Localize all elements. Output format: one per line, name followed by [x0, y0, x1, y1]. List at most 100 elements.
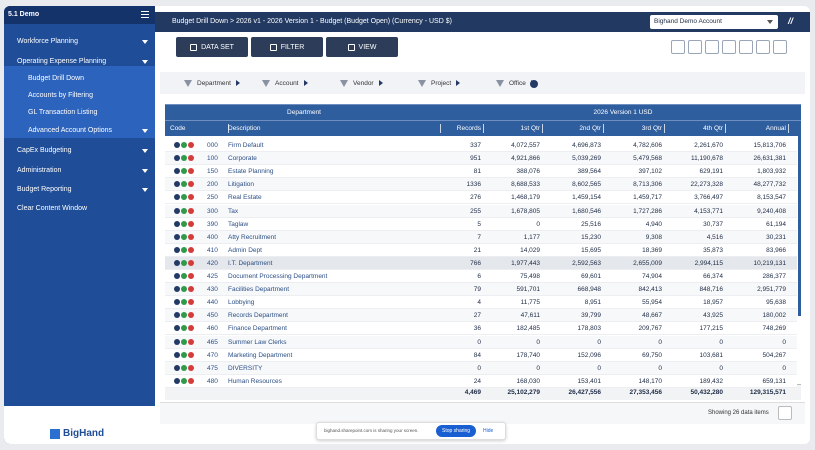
table-row[interactable]	[165, 296, 797, 310]
row-action[interactable]	[188, 338, 194, 345]
menu-item[interactable]: CapEx Budgeting	[17, 147, 72, 154]
row-action[interactable]	[181, 351, 187, 358]
row-action[interactable]	[181, 181, 187, 188]
row-action[interactable]	[188, 377, 194, 384]
menu-item[interactable]: Operating Expense Planning	[17, 58, 107, 65]
row-action[interactable]	[188, 155, 194, 162]
row-action[interactable]	[181, 286, 187, 293]
row-action[interactable]	[174, 181, 180, 188]
row-action[interactable]	[174, 168, 180, 175]
table-row[interactable]	[165, 348, 797, 362]
table-row[interactable]	[165, 204, 797, 218]
toolbar-icon[interactable]	[773, 40, 787, 54]
row-action[interactable]	[188, 273, 194, 279]
table-row[interactable]	[165, 361, 797, 375]
table-row[interactable]	[165, 256, 797, 270]
row-action[interactable]	[181, 312, 187, 319]
table-row[interactable]	[165, 139, 797, 153]
column-header[interactable]: 1st Qtr	[520, 125, 540, 132]
account-select[interactable]: Bighand Demo Account	[650, 15, 778, 29]
row-action[interactable]	[174, 155, 180, 162]
row-action[interactable]	[188, 181, 194, 188]
table-row[interactable]	[165, 178, 797, 192]
row-action[interactable]	[188, 207, 194, 214]
toolbar-icon[interactable]	[722, 40, 736, 54]
clear-filters[interactable]	[530, 80, 538, 88]
hide-button[interactable]: Hide	[483, 428, 494, 434]
row-action[interactable]	[188, 364, 194, 371]
row-action[interactable]	[181, 338, 187, 345]
toolbar-icon[interactable]	[756, 40, 770, 54]
table-row[interactable]	[165, 322, 797, 336]
row-action[interactable]	[174, 377, 180, 384]
toolbar-icon[interactable]	[688, 40, 702, 54]
table-row[interactable]	[165, 243, 797, 257]
menu-item[interactable]: Administration	[17, 167, 62, 174]
toolbar-icon[interactable]	[739, 40, 753, 54]
row-action[interactable]	[188, 299, 194, 306]
column-header[interactable]: 3rd Qtr	[641, 125, 662, 132]
row-action[interactable]	[174, 246, 180, 253]
row-action[interactable]	[188, 142, 194, 148]
menu-icon[interactable]	[141, 11, 149, 18]
submenu-item[interactable]: Budget Drill Down	[28, 75, 85, 82]
row-action[interactable]	[188, 233, 194, 240]
filter-chip[interactable]: Project	[410, 76, 461, 90]
filter-chip[interactable]: Office	[488, 76, 535, 90]
row-action[interactable]	[174, 338, 180, 345]
table-row[interactable]	[165, 230, 797, 244]
row-action[interactable]	[181, 155, 187, 162]
table-row[interactable]	[165, 152, 797, 166]
menu-item[interactable]: Clear Content Window	[17, 205, 88, 212]
row-action[interactable]	[181, 207, 187, 214]
filter-chip[interactable]: Vendor	[332, 76, 383, 90]
row-action[interactable]	[188, 325, 194, 332]
column-header[interactable]: Records	[456, 125, 481, 132]
filter-chip[interactable]: Department	[176, 76, 240, 90]
row-action[interactable]	[174, 233, 180, 240]
row-action[interactable]	[174, 220, 180, 227]
stop-sharing-button[interactable]: Stop sharing	[436, 425, 477, 437]
table-row[interactable]	[165, 191, 797, 205]
refresh-button[interactable]	[778, 406, 792, 420]
row-action[interactable]	[181, 220, 187, 227]
column-header[interactable]: Annual	[765, 125, 786, 132]
table-row[interactable]	[165, 217, 797, 231]
row-action[interactable]	[174, 207, 180, 214]
column-header[interactable]: Code	[170, 125, 186, 132]
menu-item[interactable]: Workforce Planning	[17, 38, 78, 45]
menu-item[interactable]: Budget Reporting	[17, 186, 72, 193]
row-action[interactable]	[174, 259, 180, 266]
column-header[interactable]: 4th Qtr	[703, 125, 723, 132]
toolbar-button[interactable]: VIEW	[326, 37, 398, 57]
table-row[interactable]	[165, 335, 797, 349]
column-header[interactable]: 2nd Qtr	[579, 125, 601, 132]
row-action[interactable]	[181, 273, 187, 279]
table-row[interactable]	[165, 165, 797, 179]
row-action[interactable]	[181, 194, 187, 201]
toolbar-icon[interactable]	[705, 40, 719, 54]
table-row[interactable]	[165, 309, 797, 323]
column-header[interactable]: Description	[228, 125, 261, 132]
row-action[interactable]	[174, 194, 180, 201]
row-action[interactable]	[181, 259, 187, 266]
row-action[interactable]	[188, 259, 194, 266]
row-action[interactable]	[174, 299, 180, 306]
toolbar-button[interactable]: FILTER	[251, 37, 323, 57]
table-row[interactable]	[165, 283, 797, 297]
row-action[interactable]	[174, 142, 180, 148]
row-action[interactable]	[188, 351, 194, 358]
row-action[interactable]	[181, 299, 187, 306]
table-row[interactable]	[165, 270, 797, 284]
row-action[interactable]	[188, 312, 194, 319]
row-action[interactable]	[181, 325, 187, 332]
row-action[interactable]	[174, 286, 180, 293]
submenu-item[interactable]: GL Transaction Listing	[28, 109, 98, 116]
row-action[interactable]	[181, 233, 187, 240]
row-action[interactable]	[174, 364, 180, 371]
submenu-item[interactable]: Advanced Account Options	[28, 127, 113, 134]
row-action[interactable]	[188, 220, 194, 227]
row-action[interactable]	[181, 142, 187, 148]
row-action[interactable]	[188, 286, 194, 293]
row-action[interactable]	[188, 168, 194, 175]
